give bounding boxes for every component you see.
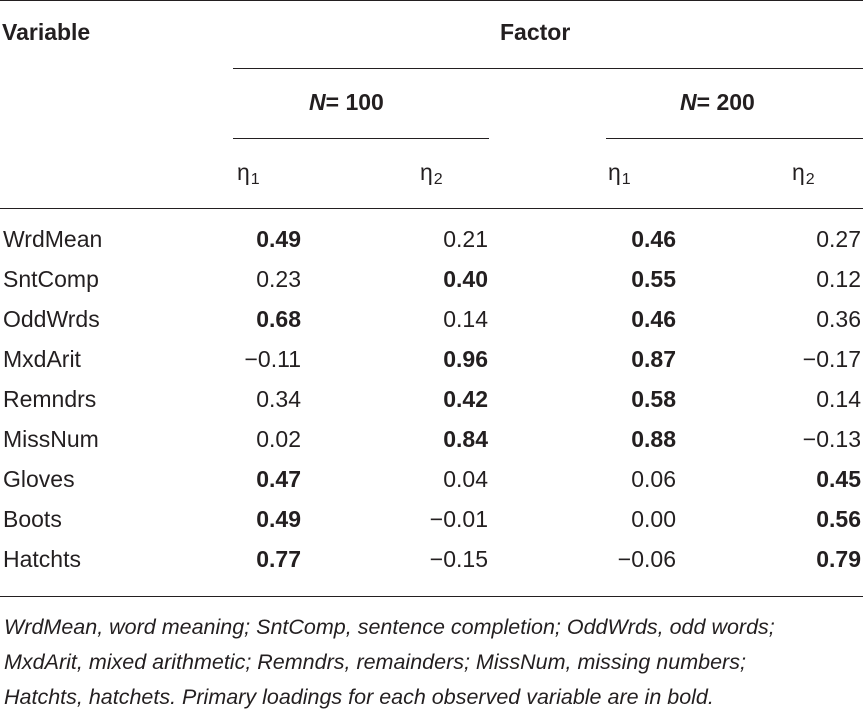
footnote-line: WrdMean, word meaning; SntComp, sentence… [4,615,775,639]
row-variable-label: OddWrds [3,306,100,332]
row-variable-label: Boots [3,506,62,532]
table-cell: 0.47 [256,466,301,492]
table-cell: −0.11 [244,346,302,372]
row-variable-label: Remndrs [3,386,97,412]
n-value: = 200 [696,89,755,115]
subcol-eta1-n100: η1 [237,159,260,188]
row-variable-label: MissNum [3,426,99,452]
table-cell: 0.27 [816,226,861,252]
group1-rule [233,138,489,139]
subcol-eta2-n200: η2 [792,159,815,188]
table-cell: −0.01 [429,506,488,532]
n-value: = 100 [325,89,384,115]
table-cell: 0.21 [443,226,488,252]
table-cell: 0.34 [256,386,301,412]
table-cell: 0.84 [443,426,488,452]
table-cell: 0.04 [443,466,488,492]
table-cell: 0.68 [256,306,301,332]
table-cell: 0.79 [816,546,861,572]
table-cell: 0.55 [631,266,676,292]
n-symbol: N [680,89,697,115]
table-cell: 0.96 [443,346,488,372]
row-variable-label: WrdMean [3,226,103,252]
footnote-line: MxdArit, mixed arithmetic; Remndrs, rema… [4,650,746,674]
table-cell: −0.06 [617,546,676,572]
row-variable-label: Hatchts [3,546,81,572]
factor-header: Factor [500,19,571,45]
footnote-line: Hatchts, hatchets. Primary loadings for … [4,685,714,709]
row-variable-label: Gloves [3,466,75,492]
table-top-rule [0,0,863,1]
subcol-eta1-n200: η1 [608,159,631,188]
factor-rule [233,68,863,69]
table-cell: 0.49 [256,226,301,252]
header-bottom-rule [0,208,863,209]
table-cell: −0.13 [802,426,861,452]
table-cell: 0.12 [816,266,861,292]
row-variable-label: MxdArit [3,346,81,372]
group2-rule [606,138,863,139]
table-cell: 0.49 [256,506,301,532]
table-cell: −0.17 [802,346,861,372]
table-cell: 0.45 [816,466,861,492]
group-header-n100: N= 100 [309,88,384,116]
table-cell: 0.00 [631,506,676,532]
table-cell: 0.56 [816,506,861,532]
table-cell: 0.14 [443,306,488,332]
table-cell: 0.88 [631,426,676,452]
table-cell: 0.46 [631,306,676,332]
table-cell: 0.40 [443,266,488,292]
table-cell: 0.02 [256,426,301,452]
table-bottom-rule [0,596,863,597]
table-cell: 0.42 [443,386,488,412]
table-cell: 0.14 [816,386,861,412]
subcol-eta2-n100: η2 [420,159,443,188]
table-cell: 0.23 [256,266,301,292]
table-cell: 0.46 [631,226,676,252]
row-variable-label: SntComp [3,266,99,292]
table-cell: 0.06 [631,466,676,492]
n-symbol: N [309,89,326,115]
table-cell: 0.58 [631,386,676,412]
table-cell: 0.36 [816,306,861,332]
table-cell: 0.77 [256,546,301,572]
variable-header: Variable [2,19,91,45]
table-footnote: WrdMean, word meaning; SntComp, sentence… [4,610,860,715]
table-cell: −0.15 [429,546,488,572]
table-cell: 0.87 [631,346,676,372]
group-header-n200: N= 200 [680,88,755,116]
